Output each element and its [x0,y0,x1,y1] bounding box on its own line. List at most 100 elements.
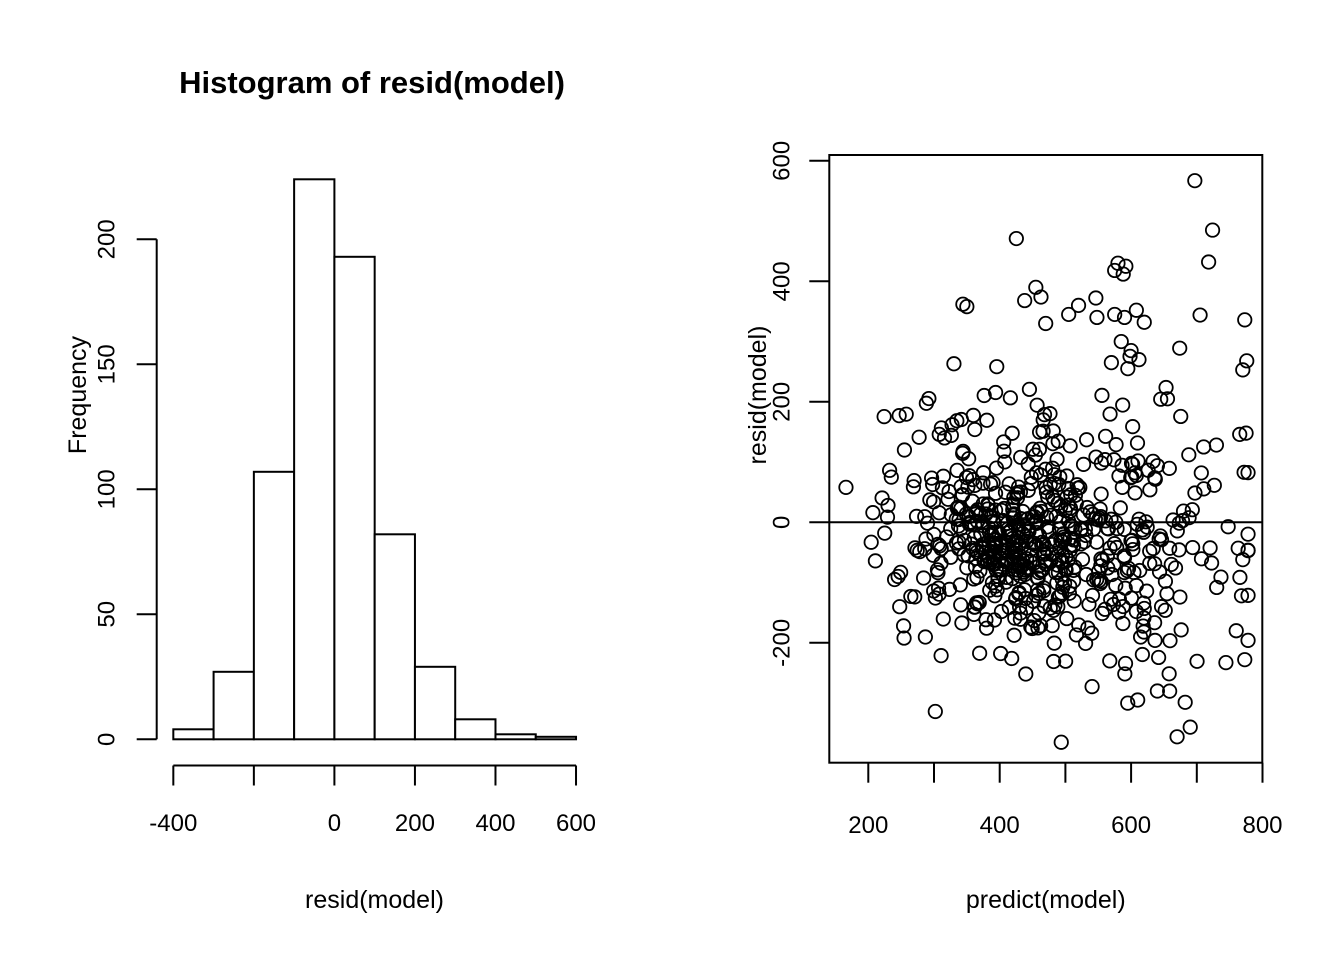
scatter-ylabel: resid(model) [744,326,772,465]
scatter-point [955,445,971,461]
scatter-point [1163,556,1179,573]
scatter-point [1202,540,1218,556]
scatter-point [1102,653,1118,669]
scatter-point [1232,426,1248,443]
scatter-point [1044,618,1060,634]
scatter-point [933,420,949,436]
scatter-point [1044,547,1060,563]
scatter-point [1233,588,1250,604]
scatter-point [893,564,909,580]
hist-bar [494,733,537,741]
scatter-point [1034,537,1050,553]
scatter-point [1193,551,1210,567]
scatter-point [1061,306,1077,323]
scatter-point [1117,655,1134,672]
scatter-point [968,550,984,567]
scatter-point [1074,551,1091,567]
scatter-point [1108,437,1124,453]
scatter-point [993,645,1009,662]
scatter-point [1076,534,1092,550]
scatter-point [967,559,984,575]
scatter-point [924,470,940,486]
scatter-point [1008,591,1024,607]
scatter-point [1123,342,1139,359]
scatter-point [1153,391,1169,407]
scatter-point [965,407,981,423]
scatter-point [966,599,983,615]
scatter-point [874,490,890,506]
scatter-point [1149,458,1166,474]
scatter-point [1237,312,1253,328]
hist-bar [373,533,416,741]
scatter-point [973,526,989,543]
scatter-y-tick-label: 0 [768,516,795,529]
hist-y-tick-label: 0 [93,733,120,746]
histogram-ylabel: Frequency [64,335,92,454]
scatter-point [1193,465,1209,481]
scatter-point [1094,387,1110,403]
scatter-point [933,648,949,664]
scatter-point [925,476,941,493]
scatter-point [1053,498,1069,514]
scatter-point [1114,457,1130,473]
scatter-point [1204,222,1221,238]
scatter-point [1204,555,1220,571]
scatter-point [863,534,879,550]
scatter-point [967,421,983,438]
scatter-point [917,541,933,557]
scatter-point [1039,519,1055,535]
scatter-point [993,603,1010,620]
scatter-point [838,479,854,495]
scatter-point [876,409,892,425]
scatter-point [1042,476,1058,493]
scatter-point [1196,481,1212,497]
hist-y-tick-label: 200 [93,219,120,259]
scatter-point [1107,262,1123,279]
scatter-point [1123,533,1139,549]
scatter-point [882,462,898,478]
scatter-point [996,434,1012,450]
histogram-xlabel: resid(model) [305,886,444,914]
scatter-point [996,500,1012,517]
scatter-box [828,154,1264,764]
scatter-point [1177,694,1193,710]
scatter-point [1084,587,1101,604]
scatter-point [1085,572,1102,588]
scatter-point [1075,456,1092,472]
scatter-point [1046,653,1062,670]
scatter-point [1017,562,1033,578]
scatter-point [919,515,936,531]
scatter-point [988,562,1004,578]
scatter-point [972,645,988,661]
scatter-point [1102,406,1118,422]
scatter-point [990,553,1007,569]
scatter-point [1113,333,1129,350]
scatter-point [989,359,1005,375]
scatter-point [1175,503,1192,519]
scatter-point [1162,683,1178,699]
scatter-point [946,356,962,372]
scatter-point [936,430,953,446]
scatter-point [1136,524,1152,540]
scatter-point [917,629,933,645]
scatter-point [1023,541,1039,557]
scatter-point [1171,542,1187,558]
scatter-point [922,492,938,508]
scatter-point [1098,428,1114,444]
scatter-point [892,599,908,615]
hist-y-tick-label: 50 [93,601,120,628]
hist-y-tick-label: 150 [93,344,120,384]
scatter-point [1162,633,1178,649]
scatter-point [1097,452,1113,468]
scatter-point [905,479,922,495]
scatter-point [998,574,1014,590]
scatter-point [929,562,946,578]
scatter-point [1115,266,1131,282]
scatter-point [1153,599,1170,615]
scatter-point [1131,352,1147,368]
scatter-point [950,518,967,534]
scatter-point [1004,425,1020,441]
scatter-point [1002,390,1018,406]
hist-bar [454,718,497,741]
scatter-point [1093,455,1109,471]
